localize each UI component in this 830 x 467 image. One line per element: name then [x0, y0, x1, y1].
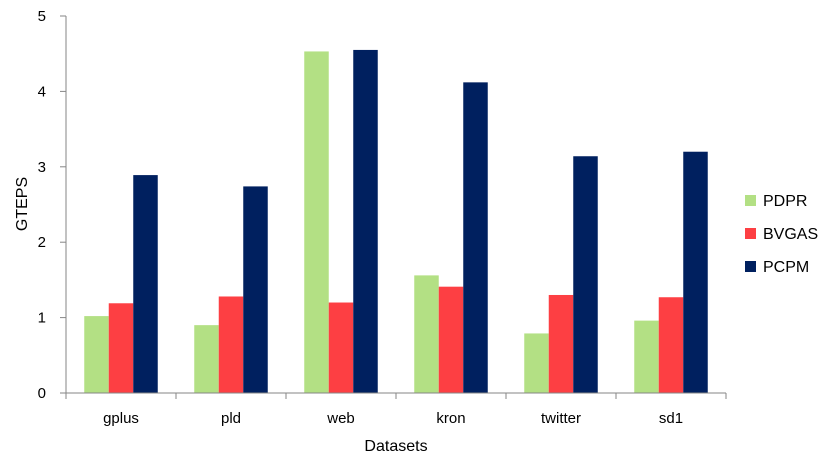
bar-pcpm-twitter	[573, 156, 598, 393]
bars-layer	[84, 49, 708, 394]
legend-swatch-bvgas	[745, 228, 756, 239]
bar-pdpr-pld	[194, 325, 219, 393]
y-tick-label: 4	[38, 83, 46, 100]
y-tick-label: 0	[38, 385, 46, 402]
bar-bvgas-pld	[218, 296, 244, 393]
bar-pdpr-twitter	[524, 333, 549, 393]
bar-bvgas-gplus	[108, 303, 134, 393]
bar-pcpm-gplus	[133, 175, 158, 393]
bar-pcpm-kron	[463, 82, 488, 394]
bar-pdpr-kron	[414, 275, 439, 393]
bar-bvgas-kron	[438, 286, 464, 393]
bar-bvgas-sd1	[658, 297, 684, 393]
bar-pdpr-sd1	[634, 320, 659, 393]
legend-label-bvgas: BVGAS	[763, 226, 818, 243]
bar-pcpm-pld	[243, 186, 268, 393]
x-tick-label: twitter	[541, 410, 581, 427]
y-tick-label: 3	[38, 159, 46, 176]
bar-bvgas-twitter	[548, 294, 574, 393]
y-tick-label: 1	[38, 310, 46, 327]
y-axis-title: GTEPS	[14, 177, 31, 231]
x-tick-label: kron	[436, 410, 465, 427]
legend-swatch-pcpm	[745, 261, 756, 272]
legend-swatch-pdpr	[745, 195, 756, 206]
axes-layer	[65, 16, 726, 394]
y-tick-label: 2	[38, 234, 46, 251]
x-tick-label: web	[326, 410, 355, 427]
x-ticks-layer: gplus pld web kron twitter sd1	[65, 393, 727, 427]
bar-pcpm-web	[353, 49, 378, 394]
x-tick-label: pld	[221, 410, 241, 427]
legend-label-pcpm: PCPM	[763, 259, 809, 276]
bar-pdpr-gplus	[84, 316, 109, 393]
x-tick-label: gplus	[103, 410, 139, 427]
x-tick-label: sd1	[659, 410, 683, 427]
bar-pcpm-sd1	[683, 151, 708, 393]
legend: PDPR BVGAS PCPM	[745, 193, 818, 276]
bar-bvgas-web	[328, 302, 354, 393]
bar-pdpr-web	[304, 51, 329, 394]
x-axis-title: Datasets	[364, 438, 427, 455]
legend-label-pdpr: PDPR	[763, 193, 807, 210]
y-ticks-layer: 0 1 2 3 4 5	[38, 8, 66, 402]
y-tick-label: 5	[38, 8, 46, 25]
